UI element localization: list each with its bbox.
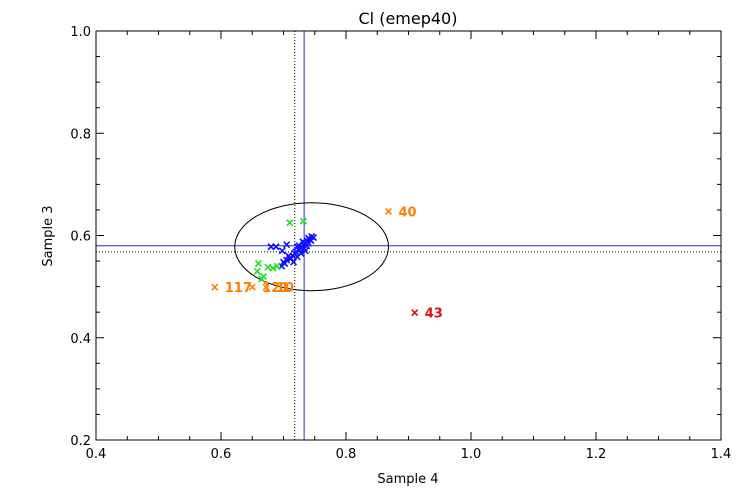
labeled-point-marker — [248, 283, 256, 291]
y-tick-label: 0.2 — [70, 434, 91, 449]
point-label: 40 — [399, 205, 417, 220]
labeled-point-marker — [262, 283, 270, 291]
y-tick-label: 0.6 — [70, 230, 91, 245]
data-point — [284, 252, 293, 260]
data-point — [254, 260, 263, 268]
data-point — [258, 275, 266, 283]
point-label: 43 — [425, 307, 443, 322]
x-tick-label: 1.4 — [711, 447, 732, 462]
data-point — [253, 267, 261, 275]
data-point — [278, 247, 286, 255]
data-point — [273, 262, 281, 270]
data-point — [272, 243, 280, 251]
labeled-point-marker — [411, 309, 419, 317]
data-point — [286, 219, 294, 227]
x-tick-label: 1.0 — [461, 447, 482, 462]
x-tick-label: 0.6 — [211, 447, 232, 462]
y-axis-label: Sample 3 — [41, 205, 56, 266]
point-label: 117 — [225, 281, 252, 296]
data-point — [289, 258, 298, 266]
y-tick-label: 1.0 — [70, 25, 91, 40]
data-point — [299, 238, 307, 246]
data-point — [297, 249, 305, 257]
x-tick-label: 0.4 — [86, 447, 107, 462]
point-label: 10 — [276, 281, 294, 296]
data-point — [283, 241, 291, 249]
confidence-ellipse — [234, 202, 389, 292]
y-tick-label: 0.4 — [70, 332, 91, 347]
data-point — [299, 217, 308, 225]
data-point — [293, 243, 301, 251]
y-tick-label: 0.8 — [70, 127, 91, 142]
chart-title: Cl (emep40) — [359, 9, 458, 28]
data-point — [264, 263, 272, 271]
labeled-point-marker — [211, 283, 219, 291]
labeled-point-marker — [384, 207, 393, 216]
x-tick-label: 1.2 — [586, 447, 607, 462]
x-axis-label: Sample 4 — [377, 472, 438, 487]
data-point — [269, 264, 277, 272]
plot-frame — [95, 30, 722, 441]
x-tick-label: 0.8 — [336, 447, 357, 462]
